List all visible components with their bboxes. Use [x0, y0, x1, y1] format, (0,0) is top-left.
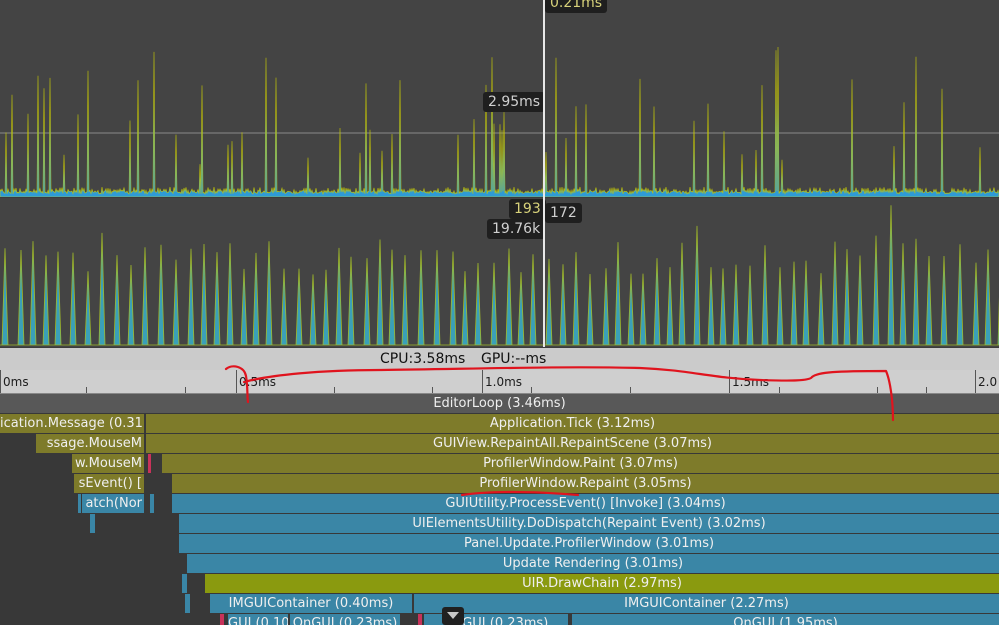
- ruler-minor-tick: [877, 387, 878, 393]
- cpu-usage-chart[interactable]: 0.21ms 2.95ms: [0, 0, 999, 197]
- cpu-top-readout: 0.21ms: [545, 0, 608, 13]
- frame-summary-bar: CPU:3.58ms GPU:--ms: [0, 348, 999, 370]
- sample-sliver[interactable]: [182, 574, 187, 593]
- cpu-usage-series: [0, 46, 999, 197]
- sample-bar-imguicontainer-left[interactable]: IMGUIContainer (0.40ms): [210, 594, 412, 613]
- cpu-time-label: CPU:3.58ms: [380, 351, 466, 367]
- sample-bar-application-message[interactable]: ication.Message (0.31m: [0, 414, 144, 433]
- ruler-minor-tick: [334, 387, 335, 393]
- sample-bar-window-mouse[interactable]: w.MouseM: [72, 454, 144, 473]
- rendering-graph: [0, 205, 999, 346]
- sample-bar-editorloop[interactable]: EditorLoop (3.46ms): [0, 394, 999, 413]
- rendering-readout-c: 19.76k: [487, 219, 546, 239]
- sample-sliver[interactable]: [90, 514, 95, 533]
- sample-bar-ongui-left[interactable]: OnGUI (0.23ms): [290, 614, 400, 625]
- timeline-view[interactable]: EditorLoop (3.46ms) ication.Message (0.3…: [0, 394, 999, 625]
- sample-bar-dispatch-left[interactable]: atch(Nor: [82, 494, 144, 513]
- sample-bar-guiview-repaintall[interactable]: GUIView.RepaintAll.RepaintScene (3.07ms): [146, 434, 999, 453]
- sample-bar-update-rendering[interactable]: Update Rendering (3.01ms): [187, 554, 999, 573]
- sample-bar-uielementsutility-dodispatch[interactable]: UIElementsUtility.DoDispatch(Repaint Eve…: [179, 514, 999, 533]
- ruler-minor-tick: [630, 387, 631, 393]
- rendering-readout-b: 172: [545, 203, 582, 223]
- ruler-label: 0ms: [3, 375, 29, 389]
- ruler-minor-tick: [432, 387, 433, 393]
- sample-bar-profilerwindow-repaint[interactable]: ProfilerWindow.Repaint (3.05ms): [172, 474, 999, 493]
- ruler-minor-tick: [531, 387, 532, 393]
- ruler-major-tick: [0, 370, 1, 393]
- sample-bar-panel-update[interactable]: Panel.Update.ProfilerWindow (3.01ms): [179, 534, 999, 553]
- ruler-minor-tick: [185, 387, 186, 393]
- ruler-label: 1.0ms: [485, 375, 523, 389]
- cpu-cursor-readout: 2.95ms: [483, 92, 546, 112]
- sample-sliver[interactable]: [418, 614, 422, 625]
- ruler-minor-tick: [926, 387, 927, 393]
- time-ruler[interactable]: 0ms 0.5ms 1.0ms 1.5ms 2.0: [0, 370, 999, 394]
- sample-bar-imguicontainer-right[interactable]: IMGUIContainer (2.27ms): [414, 594, 999, 613]
- ruler-major-tick: [975, 370, 976, 393]
- sample-bar-ongui-mid[interactable]: OnGUI (0.23ms): [424, 614, 568, 625]
- sample-bar-gui-small[interactable]: GUI (0.10: [228, 614, 288, 625]
- sample-sliver[interactable]: [220, 614, 224, 625]
- sample-sliver[interactable]: [185, 594, 190, 613]
- sample-bar-guiutility-processevent[interactable]: GUIUtility.ProcessEvent() [Invoke] (3.04…: [172, 494, 999, 513]
- sample-sliver[interactable]: [148, 454, 151, 473]
- chevron-down-icon: [447, 612, 459, 619]
- sample-bar-process-event-left[interactable]: sEvent() [: [74, 474, 144, 493]
- ruler-label: 2.0: [978, 375, 998, 389]
- sample-sliver[interactable]: [150, 494, 154, 513]
- sample-bar-uir-drawchain[interactable]: UIR.DrawChain (2.97ms): [205, 574, 999, 593]
- sample-bar-message-mouse[interactable]: ssage.MouseM: [36, 434, 144, 453]
- sample-sliver[interactable]: [78, 494, 81, 513]
- rendering-series: [0, 205, 999, 346]
- sample-bar-profilerwindow-paint[interactable]: ProfilerWindow.Paint (3.07ms): [162, 454, 999, 473]
- gpu-time-label: GPU:--ms: [481, 351, 547, 367]
- ruler-minor-tick: [779, 387, 780, 393]
- ruler-label: 1.5ms: [732, 375, 770, 389]
- sample-bar-application-tick[interactable]: Application.Tick (3.12ms): [146, 414, 999, 433]
- rendering-readout-a: 193: [509, 199, 546, 219]
- cpu-usage-graph: [0, 46, 999, 197]
- sample-bar-ongui-right[interactable]: OnGUI (1.95ms): [572, 614, 999, 625]
- ruler-label: 0.5ms: [239, 375, 277, 389]
- ruler-minor-tick: [86, 387, 87, 393]
- frame-cursor-line[interactable]: [543, 0, 545, 347]
- scroll-down-button[interactable]: [442, 607, 464, 625]
- rendering-chart[interactable]: 193 172 19.76k: [0, 198, 999, 347]
